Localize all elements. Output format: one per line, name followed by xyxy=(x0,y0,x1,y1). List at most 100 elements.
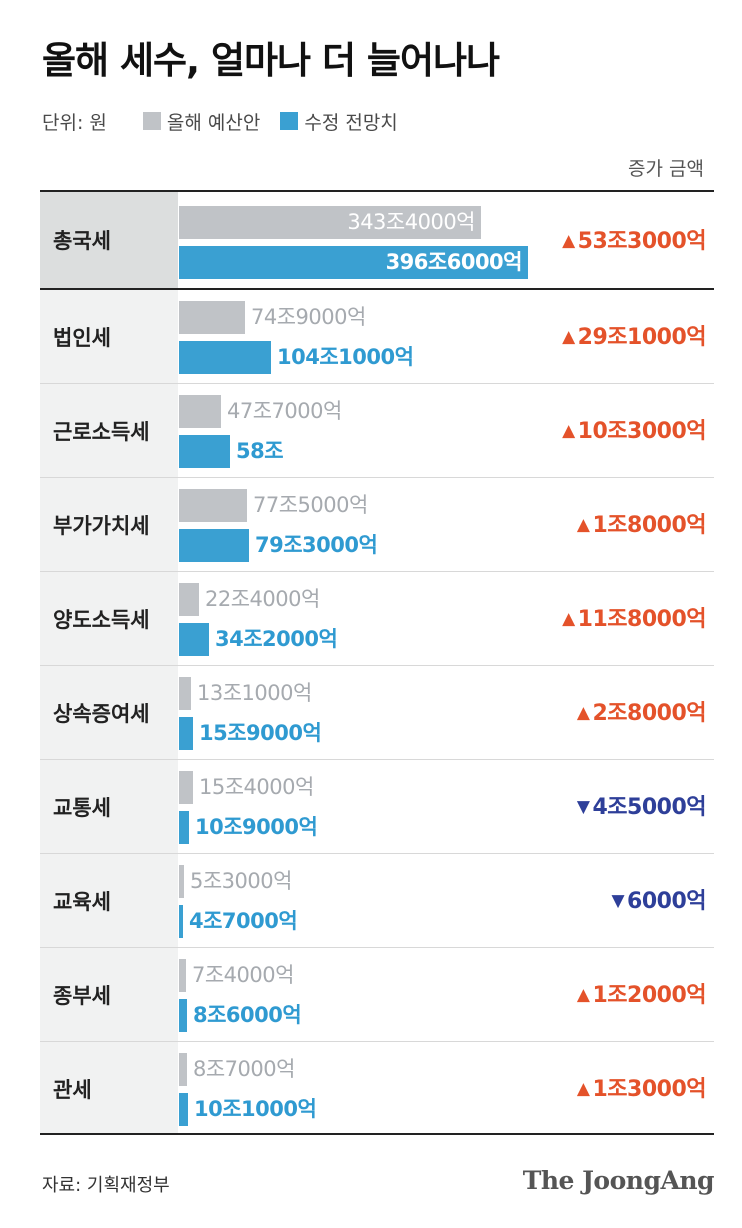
revised-bar xyxy=(179,717,193,750)
budget-bar xyxy=(179,865,184,898)
up-arrow-icon: ▲ xyxy=(562,421,575,441)
legend-swatch-budget xyxy=(142,112,161,130)
budget-bar xyxy=(179,395,221,428)
revised-value-label: 396조6000억 xyxy=(385,250,523,274)
publisher-logo: The JoongAng xyxy=(522,1166,715,1195)
revised-value-label: 10조9000억 xyxy=(195,815,318,839)
revised-bar xyxy=(179,905,183,938)
unit-label: 단위: 원 xyxy=(42,111,107,134)
change-amount: 1조8000억 xyxy=(592,513,706,538)
up-arrow-icon: ▲ xyxy=(576,985,590,1005)
change-amount: 29조1000억 xyxy=(577,325,707,350)
revised-bar xyxy=(179,341,271,374)
change-value-label: ▲ 1조8000억 xyxy=(576,510,707,540)
category-label-column xyxy=(40,192,178,1133)
bar-chart: 총국세 343조4000억 396조6000억 ▲ 53조3000억 법인세 74조9000… xyxy=(40,190,714,1135)
budget-value-label: 22조4000억 xyxy=(205,587,320,611)
chart-title: 올해 세수, 얼마나 더 늘어나나 xyxy=(42,39,500,82)
up-arrow-icon: ▲ xyxy=(576,703,590,723)
chart-row: 근로소득세 47조7000억 58조 ▲ 10조3000억 xyxy=(40,384,714,478)
category-label: 상속증여세 xyxy=(53,701,150,726)
change-value-label: ▲ 2조8000억 xyxy=(576,698,707,728)
change-value-label: ▲ 11조8000억 xyxy=(562,604,706,634)
change-amount: 11조8000억 xyxy=(577,607,707,632)
change-amount: 53조3000억 xyxy=(577,229,707,254)
budget-value-label: 5조3000억 xyxy=(190,869,292,893)
revised-bar xyxy=(179,435,230,468)
up-arrow-icon: ▲ xyxy=(562,327,575,347)
budget-value-label: 77조5000억 xyxy=(253,493,368,517)
legend-item-revised: 수정 전망치 xyxy=(280,108,398,135)
source-note: 자료: 기획재정부 xyxy=(42,1175,170,1196)
budget-bar xyxy=(179,1053,187,1086)
budget-bar xyxy=(179,583,199,616)
change-amount: 4조5000억 xyxy=(592,795,706,820)
change-value-label: ▼ 6000억 xyxy=(611,886,706,916)
change-amount: 1조3000억 xyxy=(592,1077,706,1102)
increase-column-header: 증가 금액 xyxy=(628,158,704,180)
change-amount: 10조3000억 xyxy=(577,419,707,444)
budget-value-label: 74조9000억 xyxy=(251,305,366,329)
revised-value-label: 10조1000억 xyxy=(194,1097,317,1121)
revised-bar xyxy=(179,1093,188,1126)
revised-value-label: 79조3000억 xyxy=(255,533,378,557)
up-arrow-icon: ▲ xyxy=(576,515,590,535)
down-arrow-icon: ▼ xyxy=(611,891,625,911)
budget-value-label: 343조4000억 xyxy=(347,210,475,234)
revised-value-label: 8조6000억 xyxy=(193,1003,302,1027)
budget-bar xyxy=(179,677,191,710)
budget-bar xyxy=(179,301,245,334)
budget-bar xyxy=(179,959,186,992)
legend-swatch-revised xyxy=(280,112,299,130)
legend-item-budget: 올해 예산안 xyxy=(142,108,261,135)
up-arrow-icon: ▲ xyxy=(562,609,575,629)
change-value-label: ▲ 10조3000억 xyxy=(562,416,706,446)
chart-row: 교통세 15조4000억 10조9000억 ▼ 4조5000억 xyxy=(40,760,714,854)
change-amount: 2조8000억 xyxy=(592,701,706,726)
up-arrow-icon: ▲ xyxy=(576,1079,590,1099)
change-amount: 1조2000억 xyxy=(592,983,706,1008)
category-label: 종부세 xyxy=(53,983,111,1008)
budget-bar xyxy=(179,489,247,522)
up-arrow-icon: ▲ xyxy=(562,231,575,251)
budget-value-label: 8조7000억 xyxy=(193,1057,295,1081)
revised-bar xyxy=(179,623,209,656)
revised-value-label: 34조2000억 xyxy=(215,627,338,651)
chart-row: 교육세 5조3000억 4조7000억 ▼ 6000억 xyxy=(40,854,714,948)
change-value-label: ▼ 4조5000억 xyxy=(576,792,707,822)
revised-value-label: 4조7000억 xyxy=(189,909,298,933)
category-label: 총국세 xyxy=(40,192,178,288)
category-label: 부가가치세 xyxy=(53,513,150,538)
budget-value-label: 15조4000억 xyxy=(199,775,314,799)
chart-row: 총국세 343조4000억 396조6000억 ▲ 53조3000억 xyxy=(40,192,714,290)
change-value-label: ▲ 1조3000억 xyxy=(576,1074,707,1104)
change-value-label: ▲ 29조1000억 xyxy=(562,322,706,352)
legend: 단위: 원 올해 예산안 수정 전망치 xyxy=(42,106,418,136)
down-arrow-icon: ▼ xyxy=(576,797,590,817)
budget-value-label: 47조7000억 xyxy=(227,399,342,423)
category-label: 교통세 xyxy=(53,795,111,820)
change-amount: 6000억 xyxy=(627,889,706,914)
revised-bar xyxy=(179,246,528,279)
budget-bar xyxy=(179,206,481,239)
chart-row: 법인세 74조9000억 104조1000억 ▲ 29조1000억 xyxy=(40,290,714,384)
revised-value-label: 58조 xyxy=(236,439,284,463)
legend-label-budget: 올해 예산안 xyxy=(166,111,261,134)
budget-bar xyxy=(179,771,193,804)
chart-row: 부가가치세 77조5000억 79조3000억 ▲ 1조8000억 xyxy=(40,478,714,572)
legend-label-revised: 수정 전망치 xyxy=(304,111,398,134)
revised-bar xyxy=(179,811,189,844)
revised-bar xyxy=(179,529,249,562)
revised-bar xyxy=(179,999,187,1032)
revised-value-label: 15조9000억 xyxy=(199,721,322,745)
chart-row: 종부세 7조4000억 8조6000억 ▲ 1조2000억 xyxy=(40,948,714,1042)
category-label: 교육세 xyxy=(53,889,111,914)
category-label: 관세 xyxy=(53,1078,92,1102)
change-value-label: ▲ 1조2000억 xyxy=(576,980,707,1010)
budget-value-label: 7조4000억 xyxy=(192,963,294,987)
category-label: 양도소득세 xyxy=(53,607,150,632)
change-value-label: ▲ 53조3000억 xyxy=(562,226,706,256)
revised-value-label: 104조1000억 xyxy=(277,345,414,369)
category-label: 법인세 xyxy=(53,325,111,350)
chart-row: 양도소득세 22조4000억 34조2000억 ▲ 11조8000억 xyxy=(40,572,714,666)
